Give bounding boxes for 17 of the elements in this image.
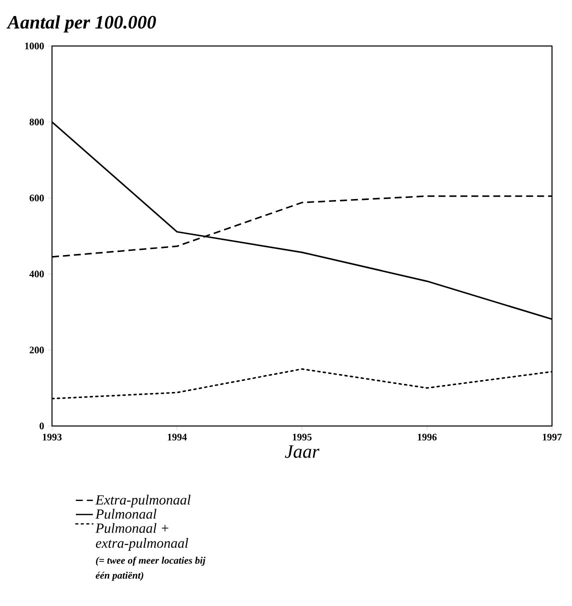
x-tick-label: 1996 bbox=[418, 434, 437, 440]
y-tick-label: 800 bbox=[30, 118, 44, 126]
legend-label: Pulmonaal bbox=[95, 508, 156, 519]
y-tick-label: 1000 bbox=[25, 42, 44, 50]
legend-label: Extra-pulmonaal bbox=[95, 494, 190, 508]
legend-label: Pulmonaal + extra-pulmonaal bbox=[95, 523, 188, 551]
x-tick-label: 1997 bbox=[542, 434, 562, 440]
x-axis-title: Jaar bbox=[284, 445, 320, 458]
y-tick-label: 400 bbox=[29, 270, 44, 278]
y-tick-label: 600 bbox=[30, 194, 44, 202]
text: (= twee of meer locaties bij één patiënt) bbox=[96, 556, 206, 581]
x-tick-label: 1995 bbox=[292, 434, 312, 440]
y-tick-label: 200 bbox=[30, 346, 44, 354]
chart-title: Aantal per 100.000 bbox=[6, 15, 156, 33]
x-tick-label: 1993 bbox=[42, 434, 62, 440]
y-tick-label: 0 bbox=[40, 422, 44, 430]
x-tick-label: 1994 bbox=[168, 434, 187, 440]
